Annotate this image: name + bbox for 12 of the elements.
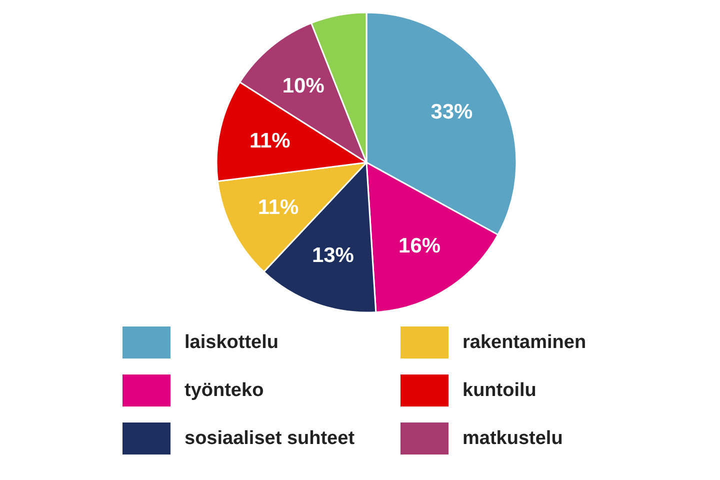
- data-label: 11%: [249, 129, 291, 152]
- legend-label: matkustelu: [462, 428, 563, 449]
- legend-label: rakentaminen: [462, 332, 586, 353]
- data-label: 33%: [430, 100, 474, 124]
- legend-label: laiskottelu: [184, 332, 278, 353]
- legend-label: sosiaaliset suhteet: [184, 428, 356, 449]
- data-label: 10%: [282, 74, 325, 98]
- data-label: 16%: [398, 234, 441, 258]
- legend-label: kuntoilu: [462, 380, 536, 401]
- legend-label: työnteko: [184, 380, 264, 401]
- data-label: 11%: [258, 196, 300, 219]
- data-label: 13%: [312, 244, 354, 268]
